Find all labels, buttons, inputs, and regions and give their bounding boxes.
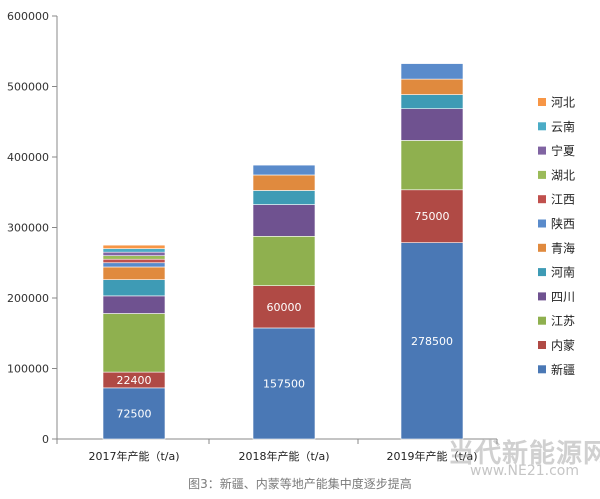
legend-swatch bbox=[538, 195, 546, 204]
bar-segment-7-0 bbox=[102, 258, 166, 264]
bar-segment-5-1 bbox=[252, 174, 316, 191]
bar-segment-10-0 bbox=[102, 248, 166, 253]
bar-segment-2-1 bbox=[252, 236, 316, 286]
bar-segment-4-0 bbox=[102, 279, 166, 297]
legend-label: 四川 bbox=[551, 290, 575, 304]
bar-segment-2-2 bbox=[400, 140, 464, 191]
figure-caption: 图3：新疆、内蒙等地产能集中度逐步提高 bbox=[188, 476, 412, 491]
legend-swatch bbox=[538, 365, 546, 374]
legend-label: 青海 bbox=[551, 240, 575, 255]
legend-swatch bbox=[538, 341, 546, 349]
legend-label: 湖北 bbox=[551, 167, 575, 182]
legend-swatch bbox=[538, 268, 546, 277]
legend-label: 宁夏 bbox=[551, 143, 575, 158]
data-label: 278500 bbox=[411, 335, 453, 348]
bar-segment-5-0 bbox=[102, 266, 166, 280]
data-label: 22400 bbox=[117, 374, 152, 387]
watermark-logo: 当代新能源网 www.NE21.com bbox=[448, 433, 600, 485]
bar-segment-1-1 bbox=[252, 285, 316, 329]
bar-segment-4-1 bbox=[252, 190, 316, 205]
bar-segment-0-2 bbox=[400, 242, 464, 440]
bar-segment-0-0 bbox=[102, 387, 166, 440]
legend-label: 云南 bbox=[551, 119, 575, 134]
y-tick-label: 200000 bbox=[7, 292, 49, 305]
legend-swatch bbox=[538, 292, 546, 301]
legend-label: 内蒙 bbox=[551, 339, 575, 353]
y-tick-label: 600000 bbox=[7, 10, 49, 23]
legend-swatch bbox=[538, 316, 546, 325]
bar-segment-4-2 bbox=[400, 94, 464, 110]
y-tick-label: 100000 bbox=[7, 363, 49, 376]
bar-segment-6-0 bbox=[102, 262, 166, 268]
legend-label: 河南 bbox=[551, 265, 575, 280]
legend-swatch bbox=[538, 146, 546, 155]
y-tick-label: 400000 bbox=[7, 151, 49, 164]
legend-label: 新疆 bbox=[551, 362, 575, 377]
x-tick-label: 2017年产能（t/a) bbox=[88, 449, 179, 463]
bar-segment-9-0 bbox=[102, 251, 166, 257]
legend-swatch bbox=[538, 170, 546, 179]
bar-segment-3-2 bbox=[400, 108, 464, 141]
legend-label: 河北 bbox=[551, 96, 575, 110]
bar-segment-0-1 bbox=[252, 327, 316, 440]
legend-label: 江西 bbox=[551, 193, 575, 207]
y-tick-label: 300000 bbox=[7, 222, 49, 235]
data-label: 157500 bbox=[263, 377, 305, 390]
legend-label: 江苏 bbox=[551, 314, 575, 328]
y-tick-label: 500000 bbox=[7, 81, 49, 94]
x-tick-label: 2018年产能（t/a) bbox=[238, 449, 329, 463]
legend-swatch bbox=[538, 122, 546, 131]
legend-swatch bbox=[538, 98, 546, 106]
x-tick-label: 2019年产能（t/a) bbox=[386, 449, 477, 463]
bar-segment-3-0 bbox=[102, 295, 166, 314]
axis-group: 0 100000 200000 300000 400000 500000 600000 201… bbox=[7, 10, 498, 463]
data-label: 60000 bbox=[267, 301, 302, 314]
watermark-sub-text: www.NE21.com bbox=[470, 463, 579, 479]
bar-segment-1-2 bbox=[400, 189, 464, 243]
bar-segment-6-1 bbox=[252, 164, 316, 176]
legend-swatch bbox=[538, 219, 546, 228]
bars-group bbox=[102, 63, 464, 440]
bar-segment-2-0 bbox=[102, 313, 166, 373]
legend-label: 陕西 bbox=[551, 216, 575, 231]
y-tick-label: 0 bbox=[42, 433, 49, 446]
bar-segment-8-0 bbox=[102, 255, 166, 260]
watermark-main-text: 当代新能源网 bbox=[448, 439, 600, 469]
bar-segment-3-1 bbox=[252, 204, 316, 237]
data-label: 72500 bbox=[117, 407, 152, 420]
bar-segment-6-2 bbox=[400, 63, 464, 80]
data-label: 75000 bbox=[415, 210, 450, 223]
bar-segment-5-2 bbox=[400, 78, 464, 95]
data-labels-group: 72500 157500 278500 22400 60000 75000 bbox=[117, 210, 454, 420]
bar-segment-11-0 bbox=[102, 244, 166, 249]
legend-swatch bbox=[538, 243, 546, 252]
